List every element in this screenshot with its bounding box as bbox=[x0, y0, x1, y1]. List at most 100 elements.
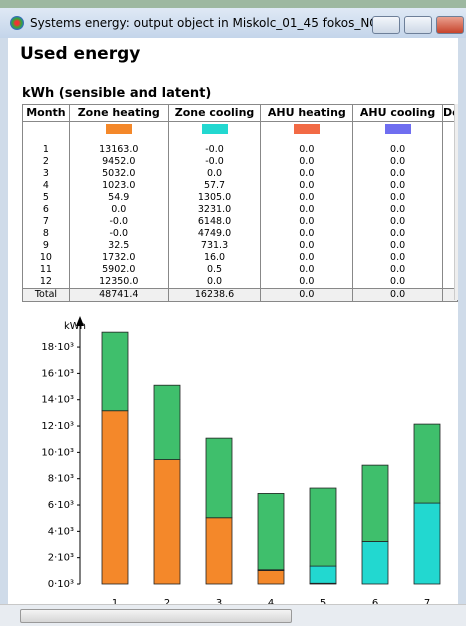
x-tick-label: 3 bbox=[216, 598, 222, 604]
x-tick-label: 1 bbox=[112, 598, 118, 604]
bar-segment bbox=[361, 464, 389, 542]
cell: 0.0 bbox=[352, 140, 443, 156]
cell: 6148.0 bbox=[167, 216, 262, 228]
cell: 0.0 bbox=[260, 216, 354, 228]
chart: kWh 0·10³ 2·10³ 4·10³ 6·10³ 8·10³ 10·10³ 12·10… bbox=[41, 316, 441, 604]
data-row: 5 54.9 1305.0 0.0 0.0 bbox=[22, 192, 458, 204]
energy-table: Month Zone heating Zone cooling AHU heating… bbox=[22, 104, 458, 302]
swatch-cell bbox=[352, 121, 443, 140]
color-swatch bbox=[105, 124, 132, 134]
cell: 12350.0 bbox=[68, 276, 169, 289]
x-tick-label: 4 bbox=[268, 598, 274, 604]
cell: 1 bbox=[22, 140, 70, 156]
cell: 0.0 bbox=[352, 204, 443, 216]
close-button[interactable] bbox=[436, 16, 464, 34]
y-tick-label: 18·10³ bbox=[41, 342, 74, 353]
heading: Used energy bbox=[20, 44, 141, 64]
bar-segment bbox=[205, 437, 233, 519]
cell: 11 bbox=[22, 264, 70, 276]
column-header: AHU heating bbox=[260, 104, 354, 122]
cell: 0.0 bbox=[260, 204, 354, 216]
y-tick-label: 6·10³ bbox=[48, 500, 74, 511]
cell: 7 bbox=[22, 216, 70, 228]
cell: 0.0 bbox=[260, 276, 354, 289]
cell: 0.0 bbox=[260, 192, 354, 204]
cell: 0.0 bbox=[352, 240, 443, 252]
cell: -0.0 bbox=[68, 228, 169, 240]
bar-segment bbox=[153, 384, 181, 460]
data-row: 1 13163.0 -0.0 0.0 0.0 bbox=[22, 140, 458, 156]
bar-segment bbox=[413, 423, 441, 504]
cell: 1305.0 bbox=[167, 192, 262, 204]
cell: 16238.6 bbox=[167, 288, 262, 302]
cell: 731.3 bbox=[167, 240, 262, 252]
bar-segment bbox=[101, 331, 129, 412]
x-tick-label: 2 bbox=[164, 598, 170, 604]
cell: 0.0 bbox=[260, 168, 354, 180]
x-tick-label: 6 bbox=[372, 598, 378, 604]
data-row: 9 32.5 731.3 0.0 0.0 bbox=[22, 240, 458, 252]
swatch-row bbox=[22, 121, 458, 140]
cell: 1023.0 bbox=[68, 180, 169, 192]
cell: 54.9 bbox=[68, 192, 169, 204]
cell: 10 bbox=[22, 252, 70, 264]
cell: 0.0 bbox=[352, 264, 443, 276]
maximize-button[interactable] bbox=[404, 16, 432, 34]
data-row: 2 9452.0 -0.0 0.0 0.0 bbox=[22, 156, 458, 168]
data-row: 7 -0.0 6148.0 0.0 0.0 bbox=[22, 216, 458, 228]
swatch-cell bbox=[68, 121, 169, 140]
y-tick-label: 10·10³ bbox=[41, 447, 74, 458]
y-tick-label: 0·10³ bbox=[48, 579, 74, 590]
color-swatch bbox=[201, 124, 228, 134]
cell: 0.0 bbox=[352, 216, 443, 228]
cell: 4 bbox=[22, 180, 70, 192]
data-row: 8 -0.0 4749.0 0.0 0.0 bbox=[22, 228, 458, 240]
cell: Total bbox=[22, 288, 70, 302]
bar-segment bbox=[361, 541, 389, 585]
data-row: 4 1023.0 57.7 0.0 0.0 bbox=[22, 180, 458, 192]
table-scrollbar[interactable] bbox=[454, 104, 458, 300]
y-tick-label: 2·10³ bbox=[48, 553, 74, 564]
cell: 0.0 bbox=[260, 264, 354, 276]
bar-segment bbox=[309, 565, 337, 584]
x-tick-label: 7 bbox=[424, 598, 430, 604]
data-row: 6 0.0 3231.0 0.0 0.0 bbox=[22, 204, 458, 216]
cell: 1732.0 bbox=[68, 252, 169, 264]
bar-segment bbox=[257, 570, 285, 585]
y-tick-label: 12·10³ bbox=[41, 421, 74, 432]
minimize-button[interactable] bbox=[372, 16, 400, 34]
swatch-cell bbox=[22, 121, 70, 140]
bar-segment bbox=[309, 487, 337, 567]
cell: 6 bbox=[22, 204, 70, 216]
horizontal-scrollbar[interactable] bbox=[0, 604, 466, 626]
bar-segment bbox=[413, 502, 441, 585]
cell: -0.0 bbox=[167, 140, 262, 156]
cell: 0.0 bbox=[260, 180, 354, 192]
window-title: Systems energy: output object in Miskolc… bbox=[30, 16, 395, 30]
total-row: Total 48741.4 16238.6 0.0 0.0 bbox=[22, 288, 458, 302]
y-tick-label: 4·10³ bbox=[48, 526, 74, 537]
cell: 8 bbox=[22, 228, 70, 240]
cell: 16.0 bbox=[167, 252, 262, 264]
column-header: De bbox=[441, 104, 458, 122]
cell: 0.0 bbox=[260, 228, 354, 240]
color-swatch bbox=[384, 124, 411, 134]
frame bbox=[0, 0, 466, 8]
cell bbox=[441, 288, 458, 302]
x-tick-label: 5 bbox=[320, 598, 326, 604]
cell: 0.0 bbox=[352, 252, 443, 264]
scroll-thumb[interactable] bbox=[20, 609, 292, 623]
cell: 9 bbox=[22, 240, 70, 252]
cell: 32.5 bbox=[68, 240, 169, 252]
header-row: Month Zone heating Zone cooling AHU heating… bbox=[22, 104, 458, 122]
cell: 0.0 bbox=[167, 276, 262, 289]
cell: 13163.0 bbox=[68, 140, 169, 156]
column-header: Month bbox=[22, 104, 70, 122]
subheading: kWh (sensible and latent) bbox=[22, 86, 212, 101]
cell: 57.7 bbox=[167, 180, 262, 192]
cell: 0.0 bbox=[260, 140, 354, 156]
y-tick-label: 8·10³ bbox=[48, 474, 74, 485]
cell: 0.0 bbox=[352, 276, 443, 289]
cell: 3231.0 bbox=[167, 204, 262, 216]
cell: 0.0 bbox=[352, 180, 443, 192]
